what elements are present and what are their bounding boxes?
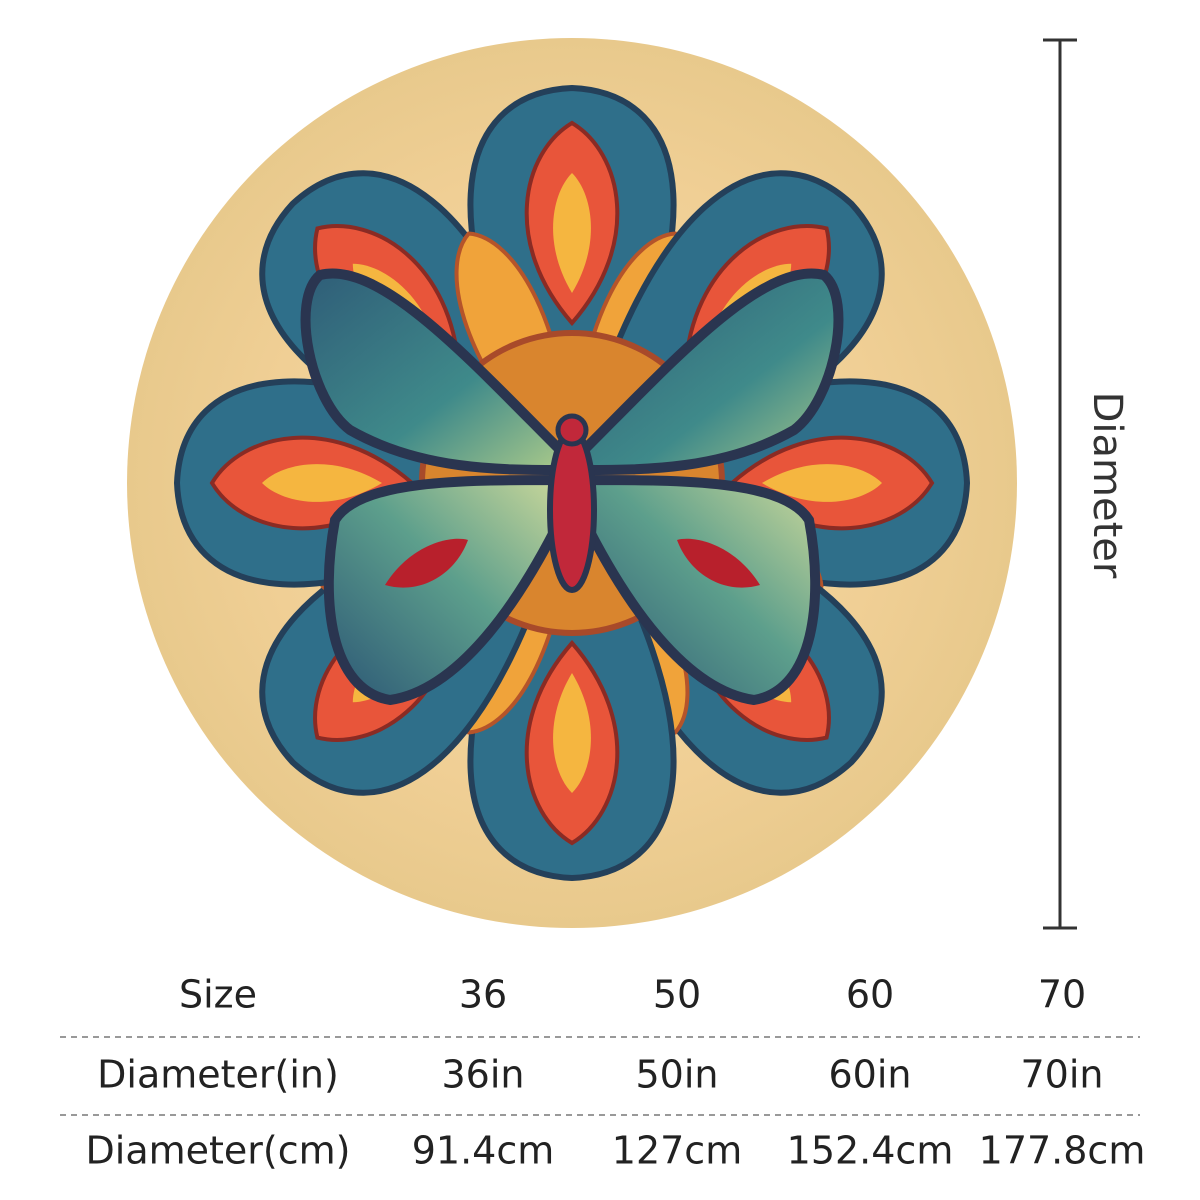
table-cell: 36 [459,973,507,1017]
row-header: Size [179,973,257,1017]
table-cell: 70in [1021,1053,1104,1097]
dimension-line [1043,38,1077,930]
table-cell: 127cm [612,1129,742,1173]
mandala-petal-inner [553,173,591,293]
mandala-petal-inner [262,464,382,502]
table-cell: 50in [636,1053,719,1097]
table-cell: 60in [829,1053,912,1097]
mandala-petal-inner [762,464,882,502]
row-header: Diameter(cm) [86,1129,351,1173]
table-cell: 36in [442,1053,525,1097]
size-table: Size 36 50 60 70 Diameter(in) 36in 50in 60in 70in… [60,973,1145,1173]
butterfly [300,268,844,706]
table-cell: 152.4cm [787,1129,954,1173]
row-header: Diameter(in) [97,1053,339,1097]
table-cell: 50 [653,973,701,1017]
table-cell: 70 [1038,973,1086,1017]
table-cell: 60 [846,973,894,1017]
dimension-label: Diameter [1084,392,1130,579]
table-cell: 177.8cm [979,1129,1146,1173]
mandala-petal-inner [553,673,591,793]
table-cell: 91.4cm [412,1129,555,1173]
